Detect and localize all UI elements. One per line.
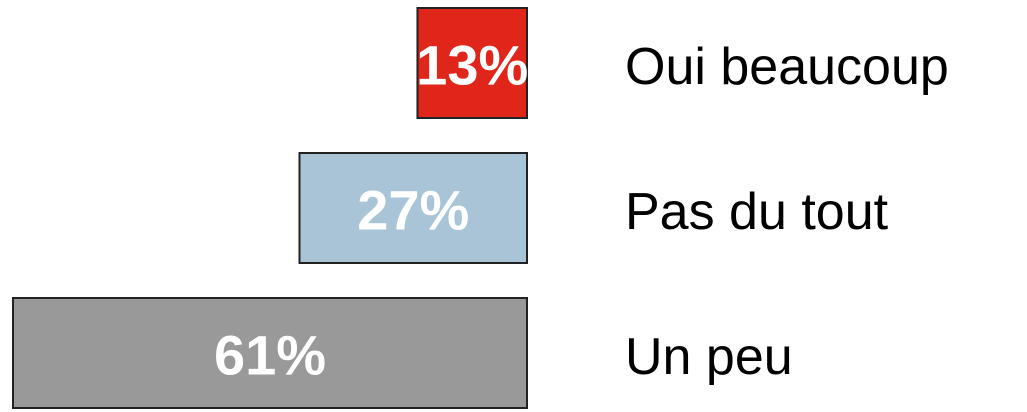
value-label: 13% (416, 34, 528, 97)
bar (12, 297, 528, 409)
bar (416, 7, 528, 119)
value-label: 27% (357, 179, 469, 242)
category-label: Pas du tout (625, 183, 889, 241)
value-label: 61% (214, 324, 326, 387)
category-label: Un peu (625, 328, 793, 386)
bar (298, 152, 528, 264)
category-label: Oui beaucoup (625, 38, 949, 96)
